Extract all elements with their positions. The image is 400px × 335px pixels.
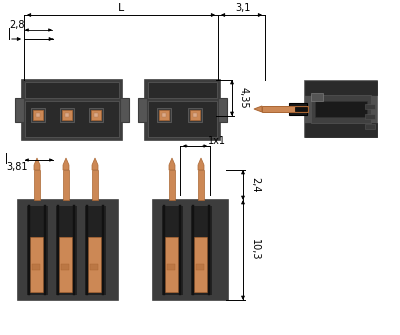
- Bar: [22, 80, 122, 140]
- Bar: [120, 98, 129, 122]
- Text: 1x1: 1x1: [208, 136, 226, 146]
- Bar: [91, 110, 101, 120]
- Bar: [305, 81, 377, 137]
- Bar: [159, 110, 169, 120]
- Bar: [34, 170, 40, 200]
- Bar: [315, 101, 367, 117]
- Bar: [196, 264, 204, 270]
- Bar: [163, 205, 165, 295]
- Bar: [179, 205, 181, 295]
- Bar: [365, 124, 375, 129]
- Bar: [311, 95, 371, 123]
- Bar: [36, 113, 40, 117]
- Text: 3,81: 3,81: [6, 162, 28, 172]
- Bar: [148, 82, 217, 98]
- Bar: [32, 264, 40, 270]
- Bar: [365, 104, 375, 109]
- Text: 2,4: 2,4: [250, 177, 260, 193]
- Bar: [26, 205, 48, 295]
- Bar: [145, 80, 220, 140]
- Polygon shape: [169, 158, 175, 170]
- Bar: [161, 205, 183, 295]
- Bar: [167, 264, 175, 270]
- Bar: [18, 200, 118, 300]
- Bar: [153, 200, 228, 300]
- Bar: [59, 237, 72, 292]
- Bar: [138, 98, 147, 122]
- Bar: [62, 110, 72, 120]
- Bar: [165, 237, 178, 292]
- Bar: [90, 264, 98, 270]
- Bar: [44, 205, 46, 295]
- Polygon shape: [34, 158, 40, 170]
- Bar: [55, 205, 77, 295]
- Bar: [169, 170, 175, 200]
- Bar: [33, 110, 43, 120]
- Text: 10,3: 10,3: [250, 239, 260, 261]
- Text: L: L: [118, 3, 124, 13]
- Bar: [365, 114, 375, 119]
- Bar: [61, 264, 69, 270]
- Bar: [25, 82, 119, 98]
- Bar: [194, 237, 207, 292]
- Bar: [190, 205, 212, 295]
- Bar: [148, 101, 217, 137]
- Bar: [88, 237, 101, 292]
- Bar: [162, 113, 166, 117]
- Text: 2,8: 2,8: [9, 20, 24, 30]
- Bar: [198, 170, 204, 200]
- Bar: [188, 108, 202, 122]
- Bar: [218, 98, 227, 122]
- Bar: [157, 108, 171, 122]
- Bar: [295, 107, 307, 111]
- Polygon shape: [92, 158, 98, 170]
- Bar: [15, 98, 24, 122]
- Bar: [25, 101, 119, 137]
- Polygon shape: [198, 158, 204, 170]
- Bar: [208, 205, 210, 295]
- Bar: [86, 205, 88, 295]
- Bar: [89, 108, 103, 122]
- Polygon shape: [63, 158, 69, 170]
- Text: 3,1: 3,1: [236, 3, 251, 13]
- Bar: [92, 170, 98, 200]
- Bar: [57, 205, 59, 295]
- Bar: [73, 205, 75, 295]
- Bar: [193, 113, 197, 117]
- Bar: [289, 103, 307, 115]
- Bar: [30, 237, 43, 292]
- Bar: [94, 113, 98, 117]
- Bar: [190, 110, 200, 120]
- Bar: [305, 81, 377, 95]
- Bar: [262, 106, 308, 112]
- Text: 4,35: 4,35: [239, 87, 249, 109]
- Bar: [311, 93, 323, 101]
- Bar: [192, 205, 194, 295]
- Bar: [102, 205, 104, 295]
- Bar: [60, 108, 74, 122]
- Bar: [65, 113, 69, 117]
- Bar: [63, 170, 69, 200]
- Bar: [84, 205, 106, 295]
- Bar: [31, 108, 45, 122]
- Polygon shape: [254, 106, 262, 112]
- Bar: [28, 205, 30, 295]
- Bar: [305, 123, 377, 137]
